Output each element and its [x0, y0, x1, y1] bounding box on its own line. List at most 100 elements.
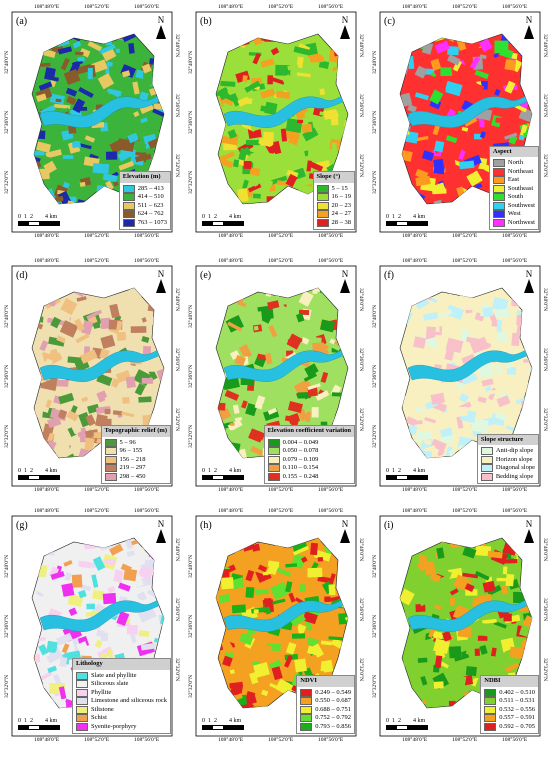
- longitude-tick-bottom: 108°52'0"E: [452, 233, 478, 239]
- scale-bar-labels: 0 1 2 4 km: [18, 214, 58, 220]
- latitude-tick-right: 32°40'0"N: [174, 288, 180, 312]
- latitude-tick-left: 32°40'0"N: [372, 50, 378, 74]
- legend-item: Syenite-porphyry: [76, 723, 167, 732]
- legend-swatch: [316, 184, 329, 193]
- longitude-tick-top: 108°48'0"E: [218, 508, 244, 514]
- legend-swatch: [492, 159, 505, 168]
- longitude-tick-top: 108°56'0"E: [134, 4, 160, 10]
- longitude-tick-top: 108°52'0"E: [452, 258, 478, 264]
- north-arrow-icon: N: [340, 270, 350, 293]
- legend-swatch: [300, 705, 313, 714]
- map-panel-i: (i) N 108°48'0"E 108°52'0"E 108°56'0"E 108°48…: [372, 508, 548, 754]
- latitude-tick-left: 32°36'0"N: [188, 110, 194, 134]
- panel-label: (g): [16, 520, 28, 531]
- latitude-tick-right: 32°32'0"N: [542, 408, 548, 432]
- legend-swatch: [104, 472, 117, 481]
- longitude-tick-bottom: 108°48'0"E: [34, 233, 60, 239]
- scale-bar-labels: 0 1 2 4 km: [386, 468, 426, 474]
- longitude-tick-bottom: 108°52'0"E: [268, 487, 294, 493]
- legend-label: Northwest: [507, 218, 535, 226]
- map-panel-h: (h) N 108°48'0"E 108°52'0"E 108°56'0"E 108°48…: [188, 508, 364, 754]
- longitude-tick-top: 108°56'0"E: [502, 258, 528, 264]
- legend-swatch: [300, 697, 313, 706]
- legend-label: South: [507, 193, 524, 200]
- north-arrow-icon: N: [340, 520, 350, 543]
- longitude-tick-bottom: 108°56'0"E: [502, 233, 528, 239]
- legend-swatch: [480, 464, 493, 473]
- legend-label: Northeast: [507, 167, 534, 175]
- longitude-tick-top: 108°56'0"E: [134, 258, 160, 264]
- longitude-tick-bottom: 108°56'0"E: [134, 233, 160, 239]
- latitude-tick-left: 32°32'0"N: [372, 170, 378, 194]
- longitude-tick-top: 108°52'0"E: [84, 4, 110, 10]
- longitude-tick-top: 108°48'0"E: [402, 4, 428, 10]
- legend-item: 0.249 – 0.549: [300, 689, 351, 698]
- longitude-tick-top: 108°52'0"E: [452, 4, 478, 10]
- legend-label: 5 – 15: [331, 184, 348, 192]
- legend-swatch: [267, 438, 280, 447]
- latitude-tick-left: 32°32'0"N: [4, 674, 10, 698]
- scale-bar: 0 1 2 4 km: [386, 718, 428, 730]
- map-legend: Topographic relief (m) 5 – 96 96 – 155 156 …: [100, 425, 171, 484]
- legend-item: Phyllite: [76, 689, 167, 698]
- legend-item: Limestone and siliceous rock: [76, 697, 167, 706]
- longitude-tick-top: 108°48'0"E: [218, 4, 244, 10]
- legend-label: 0.688 – 0.751: [315, 705, 351, 713]
- legend-item: Southeast: [492, 184, 535, 194]
- longitude-tick-top: 108°56'0"E: [502, 508, 528, 514]
- north-label: N: [157, 15, 165, 25]
- legend-title: Slope (°): [313, 172, 354, 183]
- longitude-tick-top: 108°52'0"E: [268, 258, 294, 264]
- legend-item: 0.557 – 0.591: [484, 714, 535, 723]
- legend-title: Lithology: [73, 659, 170, 670]
- latitude-tick-left: 32°32'0"N: [4, 424, 10, 448]
- legend-label: Syenite-porphyry: [91, 722, 137, 730]
- map-panel-c: (c) N 108°48'0"E 108°52'0"E 108°56'0"E 108°48…: [372, 4, 548, 250]
- legend-item: Diagonal slope: [480, 464, 535, 473]
- legend-swatch: [316, 193, 329, 202]
- map-legend: Slope (°) 5 – 15 16 – 19 20 – 23 24 – 27 28 –…: [312, 171, 355, 230]
- scale-bar-labels: 0 1 2 4 km: [386, 718, 426, 724]
- legend-label: 0.079 – 0.109: [282, 455, 319, 463]
- north-arrow-icon: N: [524, 520, 534, 543]
- legend-item: 24 – 27: [316, 210, 351, 219]
- latitude-tick-left: 32°36'0"N: [372, 614, 378, 638]
- panel-label: (a): [16, 16, 28, 27]
- legend-label: 16 – 19: [331, 193, 352, 200]
- map-legend: Elevation coefficient variation 0.004 – 0…: [263, 425, 355, 484]
- north-arrow-icon: N: [156, 270, 166, 293]
- scale-bar-labels: 0 1 2 4 km: [18, 718, 58, 724]
- legend-swatch: [480, 447, 493, 456]
- panel-label: (c): [384, 16, 396, 27]
- latitude-tick-right: 32°40'0"N: [174, 538, 180, 562]
- longitude-tick-bottom: 108°52'0"E: [452, 737, 478, 743]
- legend-swatch: [122, 184, 135, 193]
- legend-swatch: [484, 722, 497, 731]
- map-legend: Aspect North Northeast East Southeast South So…: [488, 145, 539, 230]
- north-label: N: [525, 519, 533, 529]
- legend-swatch: [76, 714, 88, 723]
- legend-item: 0.155 – 0.248: [267, 473, 351, 482]
- legend-item: 0.688 – 0.751: [300, 706, 351, 715]
- legend-swatch: [484, 705, 497, 714]
- legend-label: 28 – 38: [331, 218, 352, 226]
- longitude-tick-top: 108°52'0"E: [452, 508, 478, 514]
- scale-bar: 0 1 2 4 km: [386, 214, 428, 226]
- longitude-tick-bottom: 108°48'0"E: [402, 737, 428, 743]
- legend-swatch: [76, 688, 88, 697]
- latitude-tick-left: 32°36'0"N: [188, 364, 194, 388]
- legend-item: 5 – 96: [104, 439, 167, 448]
- scale-bar: 0 1 2 4 km: [18, 468, 60, 480]
- north-label: N: [341, 269, 349, 279]
- legend-swatch: [492, 184, 505, 193]
- legend-swatch: [267, 464, 280, 473]
- latitude-tick-right: 32°32'0"N: [174, 154, 180, 178]
- legend-swatch: [122, 193, 135, 202]
- legend-item: 219 – 297: [104, 464, 167, 473]
- scale-bar: 0 1 2 4 km: [202, 468, 244, 480]
- map-panel-e: (e) N 108°48'0"E 108°52'0"E 108°56'0"E 108°48…: [188, 258, 364, 504]
- legend-swatch: [104, 447, 117, 456]
- north-label: N: [341, 519, 349, 529]
- longitude-tick-bottom: 108°52'0"E: [84, 737, 110, 743]
- legend-item: 285 – 413: [122, 184, 167, 194]
